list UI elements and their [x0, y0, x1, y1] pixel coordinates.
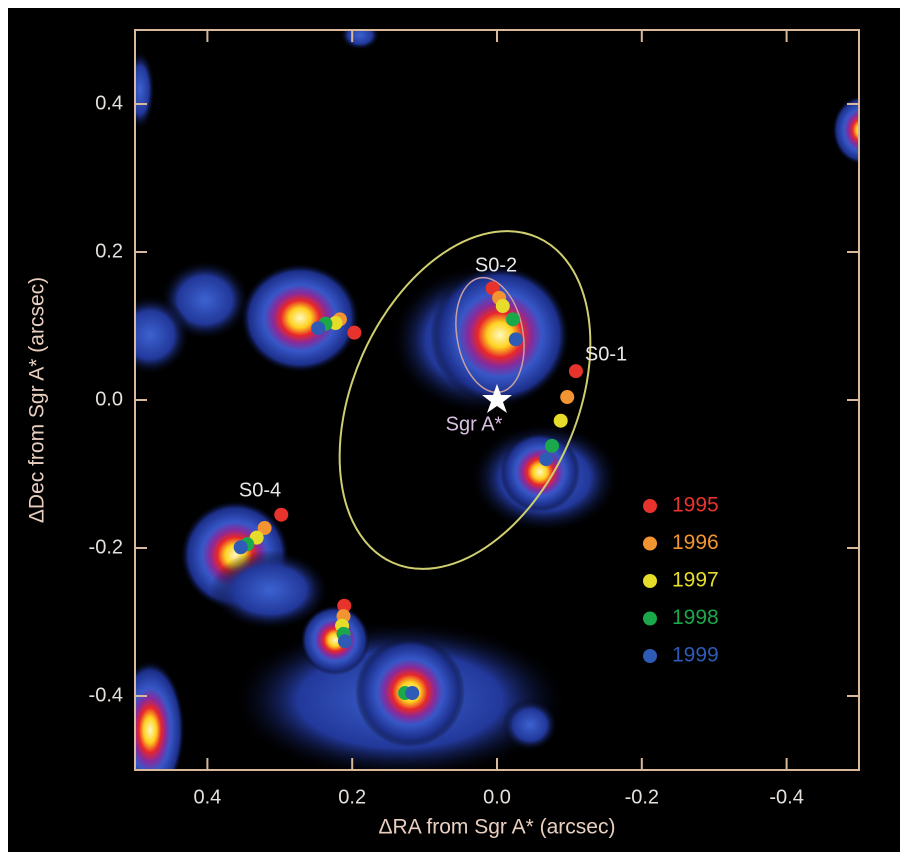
data-point: [337, 634, 352, 649]
legend-marker: [643, 499, 657, 513]
x-tick-label: 0.0: [483, 786, 511, 808]
data-point: [495, 299, 510, 314]
x-tick-label: -0.2: [625, 786, 659, 808]
data-point: [508, 332, 523, 347]
data-point: [311, 321, 326, 336]
data-point: [274, 507, 289, 522]
data-point: [405, 686, 420, 701]
data-point: [347, 325, 362, 340]
legend-label: 1995: [672, 494, 719, 517]
data-point: [257, 521, 272, 536]
legend-marker: [643, 611, 657, 626]
orbit-s0-2: [455, 276, 525, 394]
orbit-s0-1: [338, 230, 592, 570]
x-tick-label: 0.2: [338, 786, 366, 808]
x-axis-label: ΔRA from Sgr A* (arcsec): [379, 816, 616, 839]
data-point: [328, 316, 343, 331]
legend-label: 1998: [672, 606, 719, 629]
legend-marker: [643, 574, 657, 588]
data-point: [233, 540, 248, 555]
data-point: [560, 390, 575, 405]
y-tick-label: 0.2: [95, 240, 123, 262]
annotation: S0-1: [585, 343, 627, 365]
legend-marker: [643, 649, 657, 663]
y-tick-label: 0.4: [95, 92, 123, 114]
annotation: S0-4: [239, 479, 281, 501]
y-tick-label: 0.0: [95, 388, 123, 410]
legend-label: 1996: [672, 531, 719, 554]
legend-marker: [643, 536, 657, 551]
annotation: S0-2: [475, 254, 517, 276]
data-point: [539, 452, 554, 467]
data-point: [545, 438, 560, 453]
legend-label: 1997: [672, 569, 719, 592]
annotation: Sgr A*: [446, 413, 503, 435]
x-tick-label: 0.4: [193, 786, 221, 808]
y-tick-label: -0.4: [89, 684, 123, 706]
data-point: [337, 598, 352, 613]
data-point: [505, 312, 520, 327]
y-tick-label: -0.2: [89, 536, 123, 558]
sgr-a-star: [482, 384, 512, 413]
data-point: [568, 364, 583, 379]
x-tick-label: -0.4: [769, 786, 803, 808]
legend-label: 1999: [672, 644, 719, 667]
y-axis-label: ΔDec from Sgr A* (arcsec): [26, 277, 49, 523]
data-point: [553, 413, 568, 428]
